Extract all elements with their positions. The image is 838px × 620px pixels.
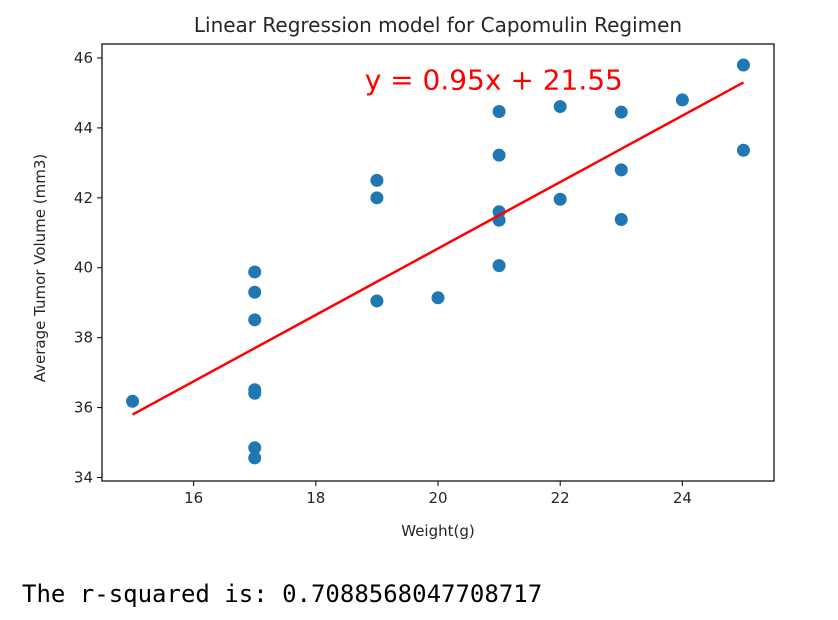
- data-point: [248, 386, 262, 400]
- y-tick-label: 44: [74, 119, 93, 137]
- y-tick-label: 36: [74, 399, 93, 417]
- x-tick-label: 22: [551, 489, 570, 507]
- y-axis-label: Average Tumor Volume (mm3): [31, 154, 49, 383]
- data-point: [492, 104, 506, 118]
- x-tick-label: 20: [428, 489, 447, 507]
- data-point: [492, 148, 506, 162]
- data-point: [736, 58, 750, 72]
- data-point: [248, 285, 262, 299]
- data-point: [614, 105, 628, 119]
- regression-line: [131, 81, 745, 416]
- y-tick-label: 38: [74, 329, 93, 347]
- x-tick-label: 18: [306, 489, 325, 507]
- y-tick-label: 34: [74, 469, 93, 487]
- x-axis-label: Weight(g): [401, 522, 474, 540]
- data-point: [248, 265, 262, 279]
- data-point: [492, 259, 506, 273]
- rsquared-output: The r-squared is: 0.7088568047708717: [22, 580, 543, 608]
- regression-equation: y = 0.95x + 21.55: [365, 63, 623, 96]
- chart-title: Linear Regression model for Capomulin Re…: [194, 13, 682, 37]
- data-point: [248, 313, 262, 327]
- x-tick-label: 24: [673, 489, 692, 507]
- data-point: [614, 212, 628, 226]
- y-tick-label: 42: [74, 189, 93, 207]
- y-tick-label: 46: [74, 49, 93, 67]
- data-point: [431, 291, 445, 305]
- data-point: [614, 163, 628, 177]
- data-point: [370, 191, 384, 205]
- data-point: [675, 93, 689, 107]
- x-tick-label: 16: [184, 489, 203, 507]
- data-point: [553, 100, 567, 114]
- data-point: [248, 451, 262, 465]
- plot-area: 16 18 20 22 24 34 36 38 40 42 44 46 y = 0.95x + 21.5…: [74, 43, 775, 507]
- y-tick-label: 40: [74, 259, 93, 277]
- plot-frame: [101, 43, 775, 482]
- data-point: [736, 143, 750, 157]
- regression-chart: Linear Regression model for Capomulin Re…: [31, 13, 775, 540]
- data-point: [370, 294, 384, 308]
- data-point: [248, 441, 262, 455]
- data-point: [553, 192, 567, 206]
- data-point: [370, 173, 384, 187]
- data-point: [126, 394, 140, 408]
